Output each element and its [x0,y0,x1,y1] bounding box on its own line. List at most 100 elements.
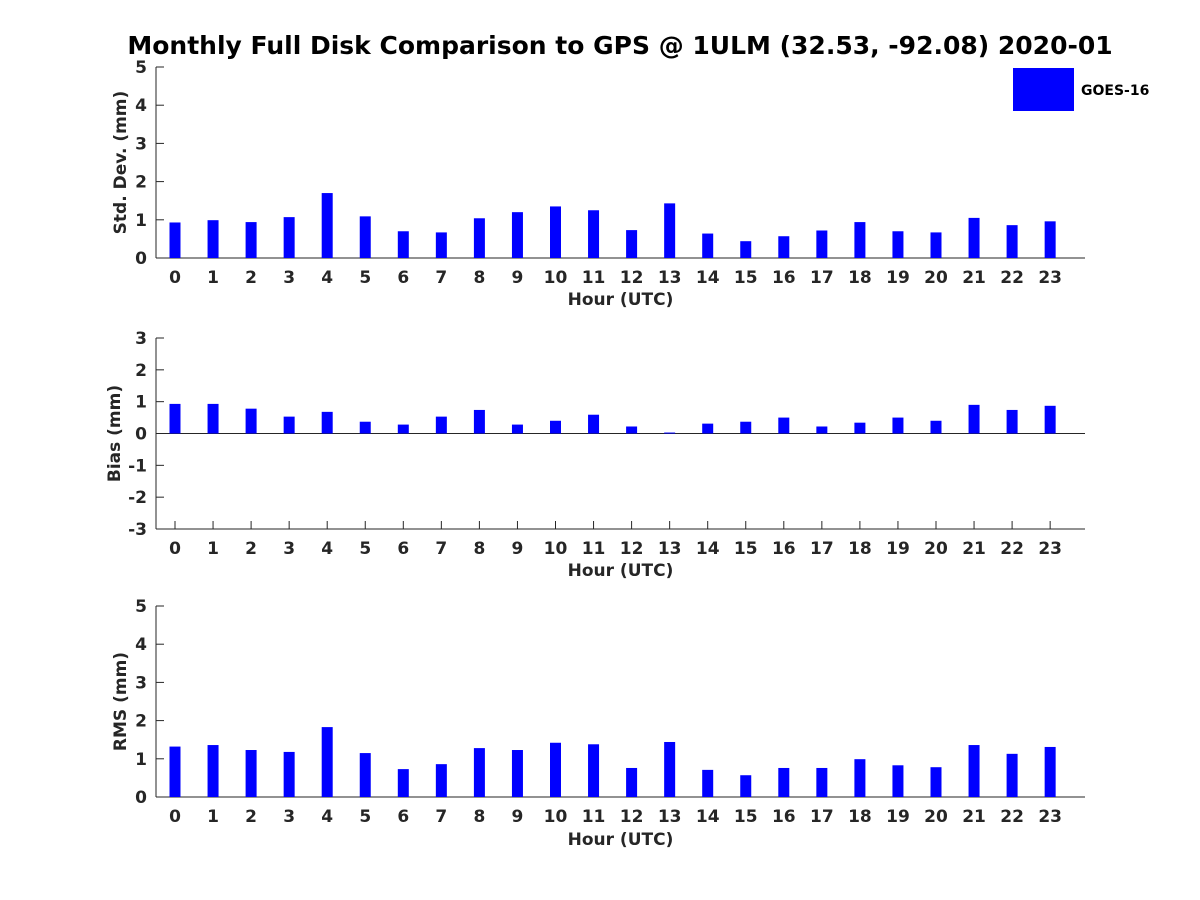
legend-label: GOES-16 [1081,83,1149,99]
x-tick-label: 0 [169,539,181,559]
x-tick-label: 6 [397,539,409,559]
x-tick-label: 18 [848,539,872,559]
x-tick-label: 0 [169,268,181,288]
bar-hour-19 [892,765,904,797]
x-tick-label: 12 [620,268,644,288]
x-tick-label: 11 [582,539,606,559]
bar-hour-18 [854,222,866,258]
x-tick-label: 20 [924,807,948,827]
bar-hour-20 [930,420,942,434]
bar-hour-16 [778,236,790,258]
bar-hour-15 [740,421,752,434]
x-tick-label: 13 [658,268,682,288]
bar-hour-2 [245,408,257,434]
bar-hour-18 [854,759,866,797]
x-tick-label: 7 [435,539,447,559]
x-tick-label: 8 [473,807,485,827]
bar-hour-12 [626,426,638,434]
x-tick-label: 19 [886,268,910,288]
bar-hour-9 [511,424,523,434]
bar-hour-11 [588,210,600,258]
bar-hour-3 [283,751,295,797]
bar-hour-5 [359,421,371,434]
bar-hour-0 [169,403,181,434]
bar-hour-6 [397,231,409,258]
bar-hour-1 [207,403,219,434]
bar-hour-5 [359,216,371,258]
bar-hour-20 [930,232,942,258]
x-tick-label: 12 [620,807,644,827]
x-tick-label: 9 [512,807,524,827]
x-tick-label: 14 [696,268,720,288]
y-tick-label: -1 [128,456,147,476]
x-tick-label: 19 [886,807,910,827]
bar-hour-4 [321,727,333,797]
x-tick-label: 5 [359,268,371,288]
x-tick-label: 1 [207,268,219,288]
x-tick-label: 1 [207,539,219,559]
bar-hour-7 [435,764,447,797]
x-tick-label: 11 [582,268,606,288]
x-tick-label: 6 [397,807,409,827]
x-tick-label: 13 [658,807,682,827]
x-tick-label: 19 [886,539,910,559]
x-axis-label: Hour (UTC) [568,290,674,310]
bar-hour-19 [892,417,904,434]
x-tick-label: 9 [512,268,524,288]
bar-hour-21 [968,745,980,797]
bar-hour-6 [397,769,409,797]
x-tick-label: 10 [544,268,568,288]
x-tick-label: 23 [1038,539,1062,559]
bar-hour-19 [892,231,904,258]
x-tick-label: 15 [734,539,758,559]
bar-hour-17 [816,426,828,434]
x-tick-label: 16 [772,539,796,559]
y-tick-label: 5 [135,597,147,617]
y-axis-label: Std. Dev. (mm) [111,91,131,235]
x-tick-label: 22 [1000,268,1024,288]
y-tick-label: 5 [135,58,147,78]
bar-hour-10 [550,742,561,797]
y-tick-label: 3 [135,673,147,693]
bar-hour-22 [1006,225,1018,258]
x-tick-label: 5 [359,807,371,827]
x-tick-label: 4 [321,268,333,288]
y-tick-label: 2 [135,712,147,732]
y-tick-label: 3 [135,329,147,349]
bar-hour-8 [473,748,485,797]
x-tick-label: 8 [473,539,485,559]
y-axis-label: Bias (mm) [105,385,125,482]
x-tick-label: 2 [245,807,257,827]
x-axis-label: Hour (UTC) [568,830,674,850]
bar-hour-13 [664,203,676,258]
bar-hour-0 [169,746,181,797]
x-tick-label: 10 [544,539,568,559]
x-tick-label: 3 [283,539,295,559]
y-tick-label: 0 [135,425,147,445]
bar-hour-14 [702,233,714,258]
legend: GOES-16 [1013,68,1149,111]
x-tick-label: 2 [245,539,257,559]
x-tick-label: 18 [848,807,872,827]
x-tick-label: 16 [772,268,796,288]
x-tick-label: 9 [512,539,524,559]
y-tick-label: 1 [135,211,147,231]
bar-hour-15 [740,241,752,258]
x-tick-label: 10 [544,807,568,827]
bar-hour-23 [1044,405,1056,434]
x-tick-label: 22 [1000,807,1024,827]
y-tick-label: 4 [135,635,147,655]
chart-title: Monthly Full Disk Comparison to GPS @ 1U… [127,31,1112,60]
x-tick-label: 1 [207,807,219,827]
y-tick-label: 2 [135,173,147,193]
bar-hour-9 [511,750,523,797]
bar-hour-20 [930,767,942,797]
y-axis-label: RMS (mm) [111,652,131,751]
x-tick-label: 12 [620,539,644,559]
x-tick-label: 22 [1000,539,1024,559]
x-tick-label: 15 [734,807,758,827]
x-tick-label: 21 [962,268,986,288]
